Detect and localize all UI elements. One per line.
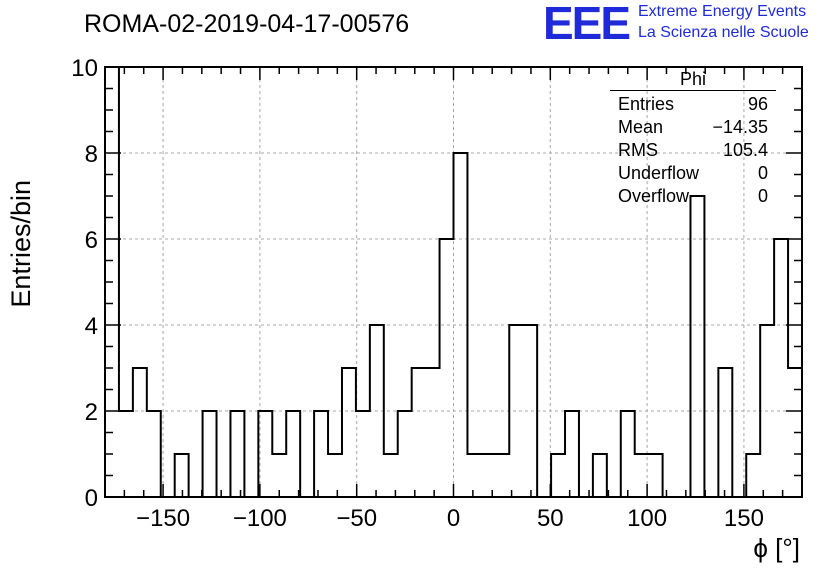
x-tick-label: 100	[627, 505, 667, 532]
stats-value: 105.4	[722, 140, 768, 160]
stats-title: Phi	[610, 68, 776, 91]
stats-value: 96	[747, 94, 768, 114]
eee-logo-line1: Extreme Energy Events	[638, 3, 807, 20]
y-tick-label: 10	[71, 55, 98, 82]
stats-label: RMS	[618, 140, 658, 160]
stats-label: Overflow	[618, 186, 690, 206]
stats-label: Mean	[618, 117, 664, 137]
stats-row-mean: Mean −14.35	[610, 116, 776, 139]
axis-ticks	[104, 66, 803, 498]
run-title: ROMA-02-2019-04-17-00576	[84, 10, 410, 38]
x-tick-label: 50	[537, 505, 564, 532]
stats-value: 0	[757, 186, 768, 206]
stats-label: Underflow	[618, 163, 700, 183]
y-tick-labels: 0 2 4 6 8 10	[71, 55, 98, 512]
x-tick-label: −100	[233, 505, 287, 532]
stats-row-rms: RMS 105.4	[610, 139, 776, 162]
x-tick-label: 0	[447, 505, 460, 532]
x-axis-label: ϕ [°]	[753, 533, 800, 563]
eee-logo: EEE	[543, 0, 631, 49]
y-tick-label: 2	[85, 399, 98, 426]
stats-row-underflow: Underflow 0	[610, 162, 776, 185]
y-tick-label: 0	[85, 485, 98, 512]
y-tick-label: 4	[85, 313, 98, 340]
eee-logo-line2: La Scienza nelle Scuole	[638, 24, 809, 41]
stats-value: 0	[757, 163, 768, 183]
stats-row-entries: Entries 96	[610, 93, 776, 116]
x-tick-label: −150	[136, 505, 190, 532]
stats-value: −14.35	[712, 117, 768, 137]
y-tick-label: 6	[85, 227, 98, 254]
y-axis-label: Entries/bin	[6, 180, 36, 308]
y-tick-label: 8	[85, 141, 98, 168]
stats-label: Entries	[618, 94, 675, 114]
x-tick-labels: −150 −100 −50 0 50 100 150	[136, 505, 764, 532]
x-tick-label: −50	[336, 505, 377, 532]
histogram-outline	[104, 66, 803, 498]
stats-row-overflow: Overflow 0	[610, 185, 776, 208]
x-tick-label: 150	[724, 505, 764, 532]
stats-box: Phi Entries 96 Mean −14.35 RMS 105.4 Und…	[610, 68, 776, 208]
